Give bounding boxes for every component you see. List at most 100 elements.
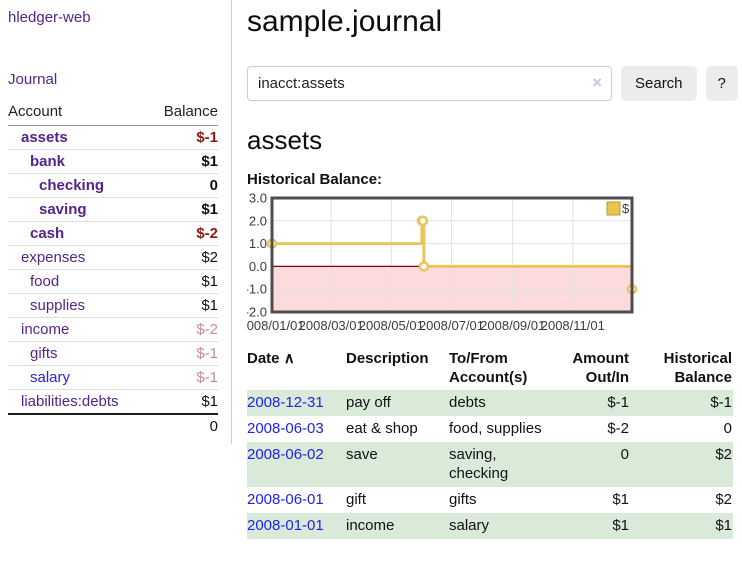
transaction-date-link[interactable]: 2008-06-02 xyxy=(247,446,324,463)
svg-text:2008/11/01: 2008/11/01 xyxy=(541,318,605,333)
svg-text:2008/07/01: 2008/07/01 xyxy=(419,318,484,333)
transaction-date-link[interactable]: 2008-06-03 xyxy=(247,420,324,437)
svg-text:2008/01/01: 2008/01/01 xyxy=(247,318,305,333)
search-input[interactable] xyxy=(247,66,612,101)
account-row: expenses $2 xyxy=(8,246,218,270)
sidebar-account-link[interactable]: salary xyxy=(30,369,71,386)
register-row: 2008-06-03 eat & shop food, supplies $-2 0 xyxy=(247,416,733,442)
app-window: hledger-web Journal Account Balance asse… xyxy=(0,0,741,539)
sidebar-account-link[interactable]: saving xyxy=(39,201,87,218)
svg-text:-1.0: -1.0 xyxy=(247,282,267,297)
svg-text:0.0: 0.0 xyxy=(249,259,267,274)
column-header-amount: Amount Out/In xyxy=(572,350,629,386)
account-heading: assets xyxy=(247,125,323,155)
transaction-amount: 0 xyxy=(620,446,629,463)
account-balance: $-1 xyxy=(196,345,218,362)
date-header-label: Date xyxy=(247,350,280,367)
account-balance: $-1 xyxy=(196,369,218,386)
search-button[interactable]: Search xyxy=(621,66,697,101)
account-balance: $1 xyxy=(201,297,218,314)
register-header-row: Date ∧ Description To/From Account(s) Am… xyxy=(247,347,733,390)
sidebar-account-link[interactable]: liabilities:debts xyxy=(21,393,119,410)
svg-text:$: $ xyxy=(622,201,630,216)
clear-search-icon[interactable]: × xyxy=(592,73,602,92)
transaction-date-link[interactable]: 2008-01-01 xyxy=(247,517,324,534)
account-balance: 0 xyxy=(209,177,218,194)
svg-text:2008/03/01: 2008/03/01 xyxy=(299,318,364,333)
help-button[interactable]: ? xyxy=(705,66,738,101)
account-balance: $1 xyxy=(201,153,218,170)
register-row: 2008-12-31 pay off debts $-1 $-1 xyxy=(247,390,733,416)
accounts-total-value: 0 xyxy=(209,418,218,435)
transaction-accounts: gifts xyxy=(449,491,477,508)
column-header-description: Description xyxy=(346,350,429,367)
sidebar-account-link[interactable]: checking xyxy=(39,177,105,194)
sidebar-account-link[interactable]: income xyxy=(21,321,70,338)
accounts-total-row: 0 xyxy=(8,413,218,439)
transaction-description: income xyxy=(346,517,395,534)
transaction-description: gift xyxy=(346,491,367,508)
account-row: supplies $1 xyxy=(8,294,218,318)
brand: hledger-web xyxy=(0,9,231,26)
brand-link[interactable]: hledger-web xyxy=(8,9,91,26)
account-row: assets $-1 xyxy=(8,126,218,150)
main-content: sample.journal × Search ? assets Histori… xyxy=(232,0,741,539)
transaction-balance: 0 xyxy=(723,420,732,437)
sidebar-account-link[interactable]: gifts xyxy=(30,345,58,362)
account-row: checking 0 xyxy=(8,174,218,198)
account-balance: $1 xyxy=(201,393,218,410)
accounts-panel: Account Balance assets $-1 bank $1 checking 0… xyxy=(8,101,218,439)
transaction-description: save xyxy=(346,446,378,463)
sort-ascending-icon: ∧ xyxy=(283,350,295,367)
sidebar-account-link[interactable]: supplies xyxy=(30,297,86,314)
sidebar-nav: Journal xyxy=(0,71,231,88)
transaction-balance: $-1 xyxy=(710,394,732,411)
account-balance: $1 xyxy=(201,273,218,290)
transaction-date-link[interactable]: 2008-06-01 xyxy=(247,491,324,508)
transaction-balance: $1 xyxy=(715,517,732,534)
svg-text:1.0: 1.0 xyxy=(249,236,267,251)
register-row: 2008-06-01 gift gifts $1 $2 xyxy=(247,487,733,513)
transaction-accounts: debts xyxy=(449,394,486,411)
account-row: income $-2 xyxy=(8,318,218,342)
transaction-accounts: salary xyxy=(449,517,490,534)
svg-text:2008/05/01: 2008/05/01 xyxy=(359,318,424,333)
transaction-amount: $-1 xyxy=(607,394,629,411)
search-box: × xyxy=(247,66,612,101)
account-row: bank $1 xyxy=(8,150,218,174)
sidebar-item-journal[interactable]: Journal xyxy=(8,71,58,88)
page-title: sample.journal xyxy=(247,5,443,38)
accounts-header-balance: Balance xyxy=(163,103,218,120)
transaction-balance: $2 xyxy=(715,446,732,463)
svg-text:2.0: 2.0 xyxy=(249,213,267,228)
account-balance: $-2 xyxy=(196,321,218,338)
register-table: Date ∧ Description To/From Account(s) Am… xyxy=(247,347,733,539)
sidebar-account-link[interactable]: cash xyxy=(30,225,65,242)
account-balance: $2 xyxy=(201,249,218,266)
account-row: liabilities:debts $1 xyxy=(8,390,218,413)
accounts-header: Account Balance xyxy=(8,101,218,126)
account-row: cash $-2 xyxy=(8,222,218,246)
transaction-description: eat & shop xyxy=(346,420,418,437)
transaction-amount: $1 xyxy=(612,491,629,508)
account-row: gifts $-1 xyxy=(8,342,218,366)
search-form: × Search ? xyxy=(247,66,741,101)
transaction-amount: $1 xyxy=(612,517,629,534)
svg-text:3.0: 3.0 xyxy=(249,192,267,206)
account-row: salary $-1 xyxy=(8,366,218,390)
accounts-list: assets $-1 bank $1 checking 0 saving $1 cash $-2 e… xyxy=(8,126,218,413)
account-balance: $1 xyxy=(201,201,218,218)
transaction-amount: $-2 xyxy=(607,420,629,437)
column-header-balance: Historical Balance xyxy=(663,350,732,386)
sidebar-account-link[interactable]: bank xyxy=(30,153,66,170)
transaction-date-link[interactable]: 2008-12-31 xyxy=(247,394,324,411)
sidebar-account-link[interactable]: expenses xyxy=(21,249,86,266)
historical-balance-chart: 3.0 2.0 1.0 0.0 -1.0 -2.02008/01/012008/03/01… xyxy=(239,191,741,334)
sidebar-account-link[interactable]: assets xyxy=(21,129,68,146)
accounts-header-account: Account xyxy=(8,103,63,120)
transaction-accounts: food, supplies xyxy=(449,420,542,437)
sidebar-account-link[interactable]: food xyxy=(30,273,60,290)
column-header-date[interactable]: Date ∧ xyxy=(247,347,346,390)
account-balance: $-2 xyxy=(196,225,218,242)
account-row: saving $1 xyxy=(8,198,218,222)
